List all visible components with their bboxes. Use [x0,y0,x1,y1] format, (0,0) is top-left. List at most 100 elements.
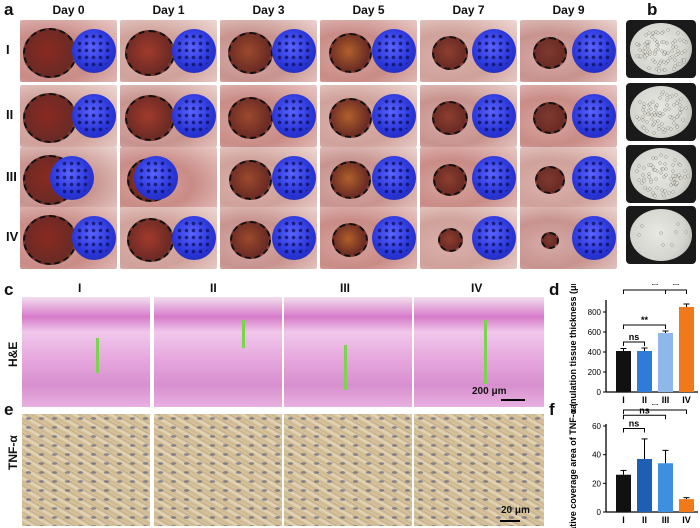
wound-area [432,101,468,135]
hydrogel-disc [472,29,516,73]
hydrogel-disc [372,94,416,138]
hydrogel-disc [572,29,616,73]
day-header: Day 0 [52,3,85,17]
chart-tnf-coverage: Relative coverage area of TNF-α (%) 0 20 40… [568,404,698,528]
wound-area [125,95,175,141]
thickness-arrow [344,345,347,390]
significance-label: ** [651,284,659,290]
wound-area [533,37,567,69]
wound-photo [220,85,317,147]
bar [658,333,673,392]
panel-label-e: e [4,400,14,419]
wound-photo [220,207,317,269]
scale-bar-tnf-label: 20 μm [501,505,530,516]
hydrogel-disc [472,94,516,138]
hydrogel-disc [50,156,94,200]
day-header: Day 7 [452,3,485,17]
wound-photo [420,147,517,209]
bar [616,474,631,512]
bar [679,499,694,512]
wound-area [125,30,175,76]
wound-photo [20,20,117,82]
tnf-stain-image [154,414,282,526]
y-tick-label: 60 [592,422,601,431]
x-tick-label: II [642,395,647,405]
panel-label-a: a [4,0,14,19]
wound-photo [320,147,417,209]
wound-photo [220,147,317,209]
tnf-stain-image [284,414,412,526]
hydrogel-disc [172,216,216,260]
day-header: Day 3 [252,3,285,17]
thickness-arrow [242,320,245,348]
y-tick-label: 0 [597,508,602,517]
bar [637,351,652,392]
wound-photo [120,207,217,269]
petri-dish [626,145,696,203]
wound-photo [520,85,617,147]
bar [679,307,694,392]
histology-group-label: III [340,281,351,295]
wound-photo [320,20,417,82]
he-stain-image [22,297,150,407]
scale-bar-tnf [500,520,520,522]
x-tick-label: I [622,395,625,405]
tnf-stain-image [22,414,150,526]
panel-label-f: f [549,400,555,419]
wound-photo [320,207,417,269]
y-tick-label: 600 [588,328,602,337]
bar [658,463,673,512]
y-tick-label: 800 [588,308,602,317]
wound-photo [20,207,117,269]
wound-photo [520,20,617,82]
wound-photo [120,85,217,147]
wound-photo [420,20,517,82]
wound-area [541,232,559,249]
tnf-stain-image [414,414,544,526]
hydrogel-disc [272,156,316,200]
group-label: IV [6,229,19,244]
hydrogel-disc [572,94,616,138]
hydrogel-disc [72,29,116,73]
significance-bracket [665,289,687,294]
panel-label-b: b [647,0,658,19]
thickness-arrow [96,338,99,373]
significance-bracket [623,341,645,346]
wound-area [432,36,468,70]
x-tick-label: IV [682,515,691,525]
y-tick-label: 20 [592,479,601,488]
panel-label-c: c [4,280,14,299]
wound-area [330,161,371,199]
hydrogel-disc [472,216,516,260]
wound-photo [320,85,417,147]
significance-label: ns [629,419,640,429]
y-axis-label: Granulation tissue thickness (μm) [568,284,578,412]
petri-dish [626,206,696,264]
significance-label: ** [641,315,649,325]
wound-photo [420,207,517,269]
y-tick-label: 200 [588,368,602,377]
y-tick-label: 0 [597,388,602,397]
row-label-tnf: TNF-α [6,435,20,470]
bar [616,351,631,392]
row-label-he: H&E [6,341,20,367]
significance-bracket [623,324,666,329]
wound-area [228,97,273,139]
petri-dish [626,83,696,141]
wound-area [228,32,273,74]
wound-area [230,221,271,259]
hydrogel-disc [372,156,416,200]
scale-bar-he-label: 200 μm [472,386,507,397]
group-label: II [6,107,14,122]
hydrogel-disc [472,156,516,200]
day-header: Day 1 [152,3,185,17]
y-tick-label: 40 [592,451,601,460]
hydrogel-disc [72,94,116,138]
significance-label: ** [651,404,659,410]
wound-area [23,215,77,265]
bar [637,458,652,512]
significance-bracket [623,414,666,420]
wound-photo [420,85,517,147]
wound-area [329,98,372,138]
wound-photo [220,20,317,82]
